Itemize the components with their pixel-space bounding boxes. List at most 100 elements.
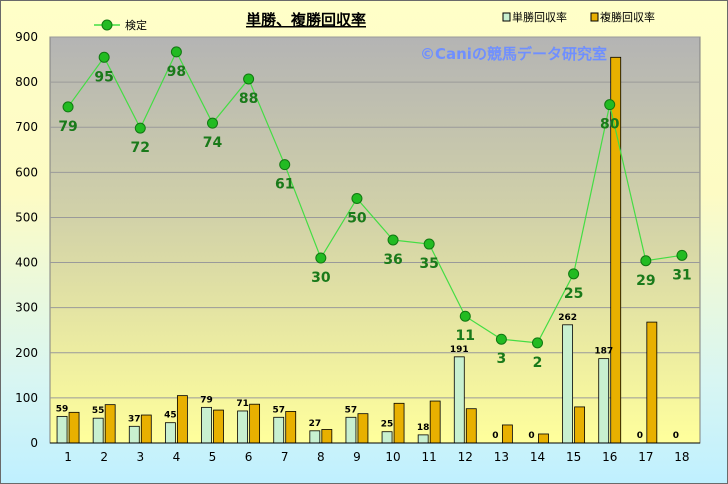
place-bar — [393, 402, 405, 444]
place-bar — [104, 404, 116, 444]
test-point — [315, 252, 327, 264]
gridlines — [50, 36, 700, 399]
test-point-label: 72 — [131, 140, 150, 156]
win-bar — [164, 422, 176, 444]
win-bar-label: 0 — [528, 431, 534, 441]
y-tick-label: 900 — [15, 30, 38, 44]
legend: 検定 単勝回収率 複勝回収率 — [94, 10, 655, 32]
x-tick-label: 3 — [136, 450, 144, 464]
test-point — [170, 46, 182, 58]
x-tick-label: 17 — [638, 450, 653, 464]
test-point — [387, 234, 399, 246]
y-tick-label: 600 — [15, 165, 38, 179]
y-tick-label: 800 — [15, 75, 38, 89]
place-bar — [140, 414, 152, 444]
test-point-label: 29 — [636, 273, 655, 289]
test-point-label: 95 — [94, 69, 113, 85]
x-tick-label: 9 — [353, 450, 361, 464]
win-bar — [453, 356, 465, 444]
place-bar — [321, 429, 333, 444]
test-point-label: 61 — [275, 177, 294, 193]
win-bar-label: 57 — [345, 405, 358, 415]
legend-win-swatch — [502, 12, 511, 22]
win-bar — [56, 415, 68, 444]
x-tick-label: 6 — [245, 450, 253, 464]
win-bar — [598, 358, 610, 444]
win-bar-label: 0 — [492, 431, 498, 441]
x-tick-label: 15 — [566, 450, 581, 464]
x-tick-label: 14 — [530, 450, 545, 464]
test-point-label: 25 — [564, 286, 583, 302]
legend-place-swatch — [590, 12, 599, 22]
win-bar-label: 0 — [637, 431, 643, 441]
test-point-label: 36 — [383, 252, 402, 268]
test-point-label: 80 — [600, 117, 620, 133]
x-tick-label: 2 — [100, 450, 108, 464]
win-bar — [309, 430, 321, 444]
legend-label-win: 単勝回収率 — [512, 10, 567, 24]
line-series — [62, 46, 688, 349]
win-bar — [92, 417, 104, 444]
win-bar-label: 57 — [272, 405, 285, 415]
test-point-label: 74 — [203, 135, 223, 151]
x-tick-label: 16 — [602, 450, 617, 464]
test-point — [62, 101, 74, 113]
chart-title: 単勝、複勝回収率 — [246, 11, 366, 29]
win-bar-label: 25 — [381, 420, 394, 430]
test-point — [532, 337, 543, 349]
x-tick-label: 7 — [281, 450, 289, 464]
win-bar-label: 79 — [200, 395, 213, 405]
win-bar-label: 187 — [594, 347, 613, 357]
watermark: ©Caniの競馬データ研究室 — [420, 45, 607, 63]
win-bar-label: 18 — [417, 423, 430, 433]
win-bar — [128, 425, 140, 444]
y-tick-label: 200 — [15, 346, 38, 360]
test-point-label: 88 — [239, 91, 258, 107]
win-bar-label: 0 — [673, 431, 679, 441]
win-bar — [201, 406, 212, 444]
test-point-label: 30 — [311, 270, 331, 286]
test-point — [279, 159, 291, 171]
win-bar — [237, 410, 249, 444]
x-tick-label: 5 — [209, 450, 217, 464]
test-point-label: 79 — [58, 119, 77, 135]
win-bar-label: 37 — [128, 414, 141, 424]
legend-label-place: 複勝回収率 — [600, 10, 655, 24]
win-bar-label: 59 — [56, 404, 69, 414]
x-tick-label: 8 — [317, 450, 325, 464]
test-point — [98, 51, 110, 63]
place-bar — [429, 400, 441, 444]
data-labels: 59 55 37 45 79 71 57 27 57 25 18 191 0 0 262 187 0 0 79 95 7… — [56, 64, 692, 441]
test-point-label: 98 — [167, 64, 186, 80]
test-point-label: 31 — [672, 267, 691, 283]
place-bar — [68, 411, 80, 444]
place-bar — [646, 321, 658, 444]
test-point — [459, 310, 471, 322]
y-tick-label: 500 — [15, 210, 38, 224]
place-bar — [249, 403, 261, 444]
place-bar — [176, 395, 188, 444]
x-tick-label: 12 — [458, 450, 473, 464]
test-point — [134, 122, 146, 134]
test-point-label: 3 — [497, 351, 507, 367]
test-point-label: 2 — [533, 355, 543, 371]
x-tick-label: 13 — [494, 450, 509, 464]
legend-line-marker — [101, 19, 113, 31]
test-point — [351, 192, 363, 204]
test-point — [640, 255, 652, 267]
x-tick-label: 10 — [385, 450, 400, 464]
win-bar-label: 262 — [558, 313, 577, 323]
win-bar — [345, 416, 357, 444]
test-line — [67, 50, 683, 344]
test-point — [676, 249, 688, 261]
win-bar-label: 27 — [309, 419, 322, 429]
place-bar — [574, 406, 586, 444]
y-tick-label: 300 — [15, 301, 38, 315]
win-bar-label: 71 — [236, 399, 249, 409]
test-point-label: 35 — [419, 256, 438, 272]
test-point-label: 11 — [456, 328, 475, 344]
place-bar — [465, 408, 477, 444]
place-bar — [213, 409, 224, 444]
